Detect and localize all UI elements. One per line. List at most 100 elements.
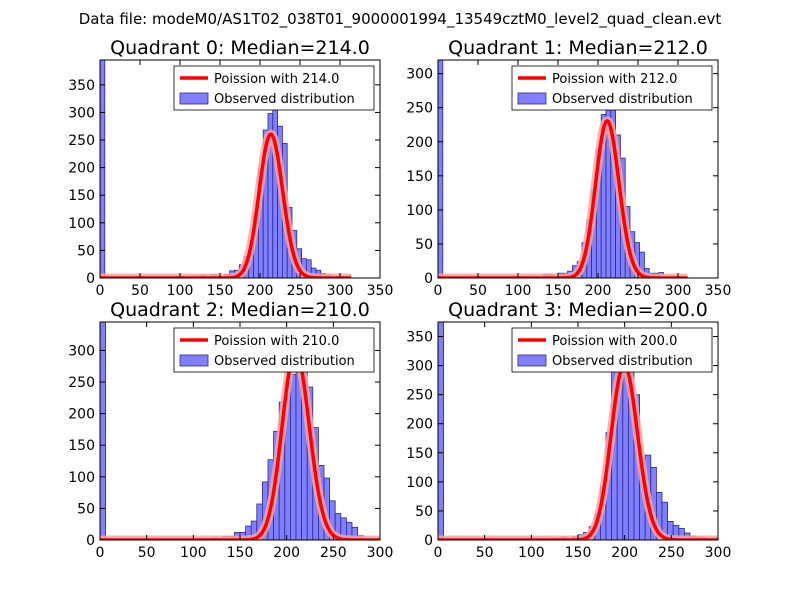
y-tick-label: 200 bbox=[68, 407, 95, 423]
y-tick-label: 200 bbox=[406, 417, 433, 433]
poisson-fit bbox=[438, 116, 692, 278]
y-tick-label: 250 bbox=[406, 101, 433, 117]
y-tick-label: 150 bbox=[406, 169, 433, 185]
y-tick-label: 150 bbox=[406, 446, 433, 462]
x-tick-label: 0 bbox=[434, 283, 443, 299]
x-tick-label: 50 bbox=[476, 545, 494, 561]
legend-bar-swatch bbox=[179, 92, 209, 105]
poisson-fit-shadow bbox=[100, 129, 355, 278]
x-tick-label: 100 bbox=[518, 545, 545, 561]
x-tick-label: 50 bbox=[138, 545, 156, 561]
axes-frame bbox=[99, 59, 381, 279]
y-tick-label: 350 bbox=[68, 78, 95, 94]
y-tick-label: 200 bbox=[406, 135, 433, 151]
x-tick-label: 200 bbox=[611, 545, 638, 561]
x-tick-label: 200 bbox=[247, 283, 274, 299]
poisson-fit-line bbox=[100, 132, 353, 278]
legend-line-label: Poission with 200.0 bbox=[552, 334, 677, 349]
legend-box bbox=[511, 327, 713, 373]
x-tick-label: 50 bbox=[469, 283, 487, 299]
y-tick-label: 100 bbox=[406, 203, 433, 219]
x-tick-label: 0 bbox=[96, 545, 105, 561]
poisson-fit-line bbox=[438, 363, 718, 540]
x-tick-label: 250 bbox=[625, 283, 652, 299]
x-tick-label: 300 bbox=[665, 283, 692, 299]
y-tick-label: 200 bbox=[68, 161, 95, 177]
quadrant-1-chart: Quadrant 1: Median=212.0 0 50 100 150 200 250 3… bbox=[406, 37, 731, 299]
histogram-bar bbox=[438, 322, 444, 540]
poisson-fit-line bbox=[438, 119, 689, 278]
y-tick-label: 300 bbox=[68, 105, 95, 121]
x-tick-label: 350 bbox=[705, 283, 732, 299]
x-tick-label: 150 bbox=[227, 545, 254, 561]
poisson-fit-shadow bbox=[438, 360, 718, 540]
y-tick-label: 150 bbox=[68, 438, 95, 454]
x-tick-label: 100 bbox=[180, 545, 207, 561]
x-tick-label: 150 bbox=[545, 283, 572, 299]
axes-frame bbox=[437, 59, 719, 279]
legend-line-label: Poission with 210.0 bbox=[214, 334, 339, 349]
y-tick-label: 50 bbox=[77, 501, 95, 517]
y-tick-label: 350 bbox=[406, 330, 433, 346]
x-tick-label: 250 bbox=[658, 545, 685, 561]
legend: Poission with 214.0 Observed distribution bbox=[173, 65, 375, 111]
x-tick-label: 150 bbox=[565, 545, 592, 561]
legend-bar-label: Observed distribution bbox=[214, 92, 355, 107]
histogram-bar bbox=[639, 251, 645, 278]
legend-bar-swatch bbox=[517, 354, 547, 367]
x-tick-label: 250 bbox=[287, 283, 314, 299]
legend-bar-swatch bbox=[517, 92, 547, 105]
quadrant-3-title: Quadrant 3: Median=200.0 bbox=[448, 299, 708, 321]
y-tick-label: 0 bbox=[424, 533, 433, 549]
x-tick-label: 150 bbox=[207, 283, 234, 299]
x-tick-label: 200 bbox=[273, 545, 300, 561]
x-tick-label: 100 bbox=[167, 283, 194, 299]
legend-bar-swatch bbox=[179, 354, 209, 367]
poisson-fit bbox=[438, 360, 718, 540]
y-tick-label: 50 bbox=[415, 237, 433, 253]
legend-line-label: Poission with 212.0 bbox=[552, 72, 677, 87]
x-tick-label: 350 bbox=[367, 283, 394, 299]
figure-suptitle: Data file: modeM0/AS1T02_038T01_90000019… bbox=[79, 10, 722, 29]
x-tick-label: 250 bbox=[320, 545, 347, 561]
legend: Poission with 200.0 Observed distribution bbox=[511, 327, 713, 373]
y-tick-label: 150 bbox=[68, 188, 95, 204]
poisson-fit bbox=[100, 129, 355, 278]
quadrant-0-chart: Quadrant 0: Median=214.0 0 50 100 150 200 250 3… bbox=[68, 37, 393, 299]
legend-bar-label: Observed distribution bbox=[214, 354, 355, 369]
x-tick-label: 0 bbox=[434, 545, 443, 561]
quadrant-3-chart: Quadrant 3: Median=200.0 0 50 100 150 200 250 3… bbox=[406, 299, 731, 561]
y-tick-label: 250 bbox=[68, 133, 95, 149]
histogram-bar bbox=[100, 322, 106, 540]
quadrant-2-chart: Quadrant 2: Median=210.0 0 50 100 150 200 250 3… bbox=[68, 299, 393, 561]
x-tick-label: 300 bbox=[367, 545, 394, 561]
histogram-bar bbox=[438, 60, 444, 278]
poisson-fit-shadow bbox=[100, 346, 380, 540]
poisson-fit-shadow bbox=[438, 116, 692, 278]
legend: Poission with 212.0 Observed distribution bbox=[511, 65, 713, 111]
poisson-fit bbox=[100, 346, 380, 540]
x-tick-label: 50 bbox=[131, 283, 149, 299]
quadrant-1-title: Quadrant 1: Median=212.0 bbox=[448, 37, 708, 59]
y-tick-label: 250 bbox=[406, 388, 433, 404]
x-tick-label: 300 bbox=[327, 283, 354, 299]
quadrant-panels: Quadrant 0: Median=214.0 0 50 100 150 200 250 3… bbox=[68, 37, 731, 561]
y-tick-label: 250 bbox=[68, 375, 95, 391]
quadrant-2-title: Quadrant 2: Median=210.0 bbox=[110, 299, 370, 321]
y-tick-label: 50 bbox=[415, 504, 433, 520]
y-tick-label: 100 bbox=[406, 475, 433, 491]
y-tick-label: 100 bbox=[68, 470, 95, 486]
poisson-fit-line bbox=[100, 349, 380, 540]
y-tick-label: 0 bbox=[86, 271, 95, 287]
x-tick-label: 0 bbox=[96, 283, 105, 299]
x-tick-label: 200 bbox=[585, 283, 612, 299]
x-tick-label: 300 bbox=[705, 545, 732, 561]
y-tick-label: 0 bbox=[86, 533, 95, 549]
y-tick-label: 300 bbox=[406, 67, 433, 83]
histogram-bar bbox=[100, 60, 106, 278]
y-tick-label: 300 bbox=[68, 343, 95, 359]
legend-bar-label: Observed distribution bbox=[552, 354, 693, 369]
legend-line-label: Poission with 214.0 bbox=[214, 72, 339, 87]
quadrant-0-title: Quadrant 0: Median=214.0 bbox=[110, 37, 370, 59]
